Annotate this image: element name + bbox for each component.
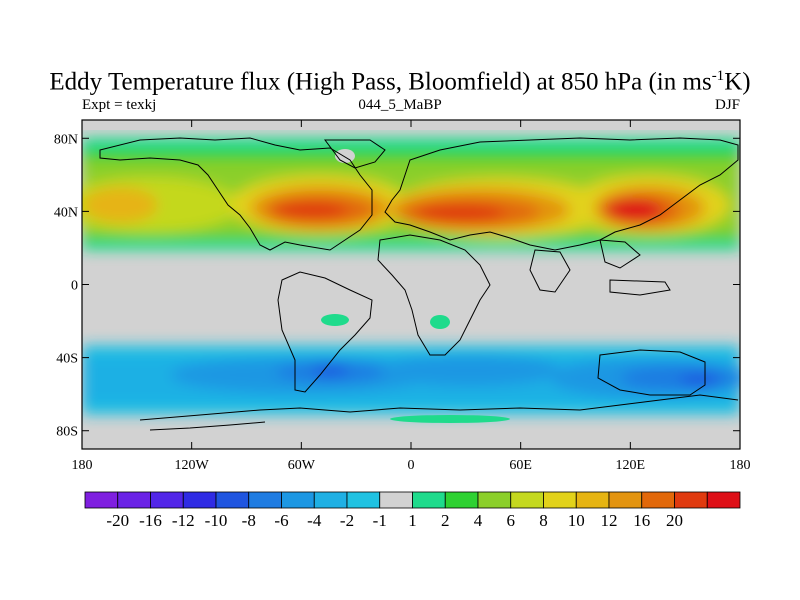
lon-tick-label: 120E [616,458,646,473]
colorbar-swatch [117,491,151,509]
coast-greenland [324,139,386,169]
colorbar-swatch [543,491,577,509]
title-suffix: K) [724,68,751,96]
longitude-axis: 180 120W 60W 0 60E 120E 180 [72,120,751,473]
colorbar-swatch [84,491,119,509]
colorbar-label: -12 [172,511,195,530]
colorbar-swatch [444,491,479,509]
season-label: DJF [714,97,740,113]
title-text: Eddy Temperature flux (High Pass, Bloomf… [49,68,712,96]
colorbar-swatch [412,491,446,509]
colorbar-label: 1 [408,511,417,530]
coast-india [529,249,571,293]
north-flux-band [82,138,740,250]
lat-tick-label: 0 [71,279,78,294]
coastlines [99,137,739,431]
colorbar-label: 16 [633,511,650,530]
colorbar-swatch [215,491,250,509]
coast-eurasia [384,137,739,251]
colorbar-label: 2 [441,511,450,530]
colorbar-label: 20 [666,511,683,530]
colorbar-label: -20 [106,511,129,530]
colorbar-swatch [182,491,217,509]
colorbar-swatch [248,491,282,509]
lon-tick-label: 180 [730,458,751,473]
colorbar-label: 8 [539,511,548,530]
colorbar-swatch [706,491,741,509]
colorbar-swatch [575,491,610,509]
colorbar-label: -16 [139,511,162,530]
map-field [82,120,740,449]
coast-south-america [277,271,373,393]
colorbar-label: -1 [373,511,387,530]
coast-antarctica [139,394,739,431]
colorbar-label: 12 [601,511,618,530]
coast-africa [377,234,491,356]
colorbar-swatch [346,491,381,509]
coast-north-america [99,137,373,251]
colorbar-swatch [510,491,544,509]
colorbar-label: -10 [205,511,228,530]
lon-tick-label: 180 [72,458,93,473]
lat-tick-label: 40S [56,352,78,367]
colorbar: -20 -16 -12 -10 -8 -6 -4 -2 -1 1 2 4 6 8 10 12 16 20 [84,491,741,530]
colorbar-label: -2 [340,511,354,530]
experiment-label: Expt = texkj [82,97,157,113]
run-id-label: 044_5_MaBP [358,97,442,113]
title-superscript: -1 [711,68,725,84]
coast-australia [597,349,706,396]
colorbar-swatch [674,491,708,509]
colorbar-swatch [641,491,675,509]
colorbar-swatch [281,491,315,509]
colorbar-label: 4 [474,511,483,530]
lat-tick-label: 80N [54,132,78,147]
colorbar-label: 6 [507,511,516,530]
colorbar-swatch [313,491,348,509]
lat-tick-label: 40N [54,205,78,220]
colorbar-swatch [150,491,184,509]
colorbar-swatch [379,491,413,509]
south-flux-band [82,345,740,415]
lat-tick-label: 80S [56,425,78,440]
latitude-axis: 80N 40N 0 40S 80S [54,132,740,440]
colorbar-swatch [608,491,643,509]
coast-southeast-asia [599,239,671,296]
lon-tick-label: 0 [408,458,415,473]
colorbar-label: -4 [307,511,322,530]
chart-title: Eddy Temperature flux (High Pass, Bloomf… [0,68,800,96]
lon-tick-label: 60E [509,458,532,473]
colorbar-label: -6 [274,511,288,530]
lon-tick-label: 60W [288,458,316,473]
colorbar-label: -8 [242,511,256,530]
lon-tick-label: 120W [175,458,210,473]
colorbar-label: 10 [568,511,585,530]
colorbar-swatch [477,491,512,509]
